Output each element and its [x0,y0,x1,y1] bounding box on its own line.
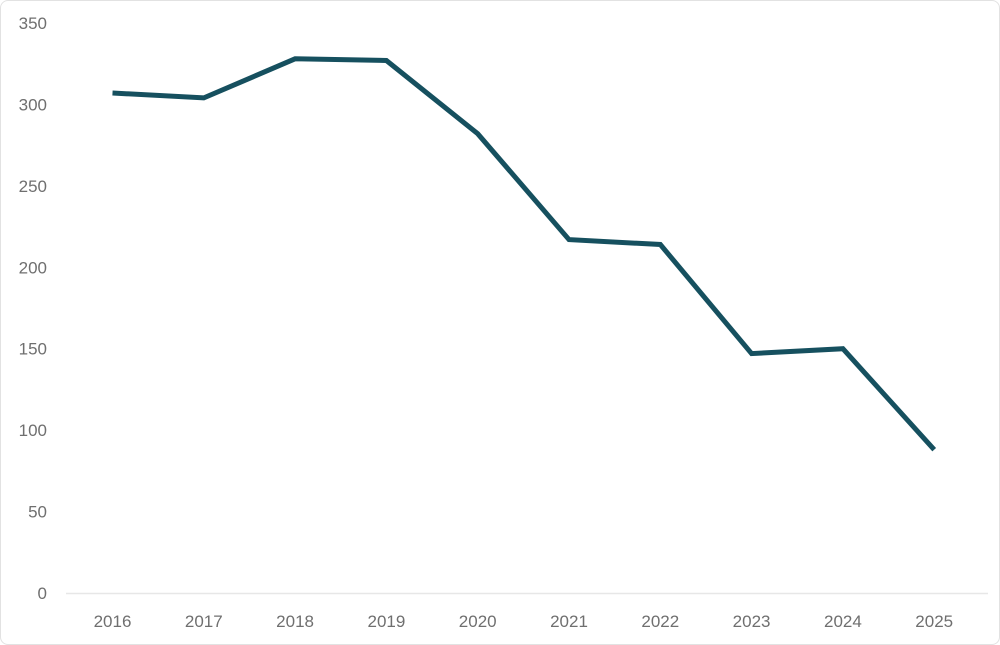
x-axis-tick-label: 2025 [915,612,953,631]
x-axis-tick-label: 2016 [94,612,132,631]
y-axis-tick-label: 300 [19,95,47,114]
y-axis-tick-label: 350 [19,14,47,33]
y-axis-tick-label: 250 [19,177,47,196]
y-axis-tick-label: 200 [19,258,47,277]
x-axis-tick-label: 2020 [459,612,497,631]
x-axis-tick-label: 2023 [733,612,771,631]
x-axis-tick-label: 2017 [185,612,223,631]
y-axis-tick-label: 150 [19,340,47,359]
y-axis-tick-label: 100 [19,421,47,440]
x-axis-tick-label: 2024 [824,612,862,631]
data-line-series [112,56,937,452]
x-axis-tick-label: 2018 [276,612,314,631]
x-axis-tick-label: 2022 [641,612,679,631]
x-axis-tick-label: 2021 [550,612,588,631]
x-axis-tick-label: 2019 [367,612,405,631]
y-axis-tick-label: 0 [38,584,47,603]
y-axis-tick-label: 50 [28,503,47,522]
